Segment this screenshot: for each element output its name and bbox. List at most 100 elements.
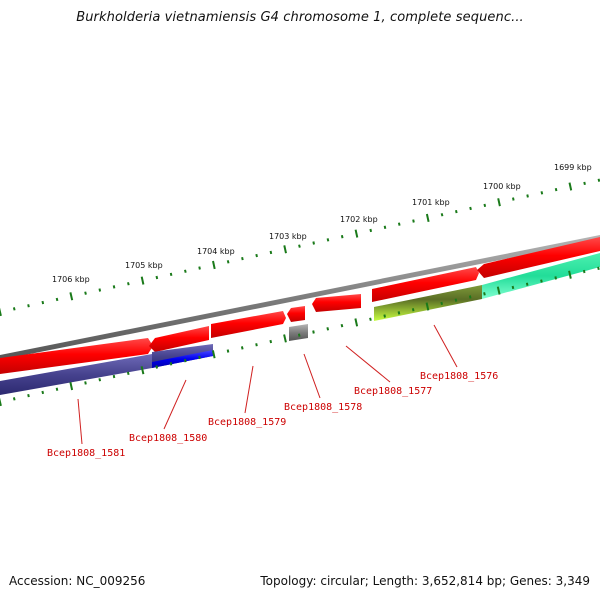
gene-bcep1808-1578-forward[interactable]: [287, 306, 305, 322]
ruler-minor-tick: [112, 285, 116, 289]
lower-tick-track: [0, 266, 600, 407]
lower-track-minor-tick: [98, 378, 102, 382]
ruler-minor-tick: [526, 194, 529, 198]
callout-line-1576: [433, 324, 458, 368]
gene-label-bcep1808-1578[interactable]: Bcep1808_1578: [284, 402, 362, 413]
ruler-major-tick: [283, 245, 287, 254]
gene-labels: Bcep1808_1581 Bcep1808_1580 Bcep1808_157…: [47, 371, 498, 459]
gene-label-bcep1808-1576[interactable]: Bcep1808_1576: [420, 371, 498, 382]
ruler-minor-tick: [241, 256, 244, 261]
ruler-minor-tick: [198, 266, 201, 270]
ruler-label-1706: 1706 kbp: [52, 275, 90, 284]
gene-label-bcep1808-1581[interactable]: Bcep1808_1581: [47, 448, 125, 459]
ruler-minor-tick: [84, 291, 87, 295]
lower-track-minor-tick: [55, 387, 59, 391]
ruler-minor-tick: [383, 225, 387, 229]
ruler-minor-tick: [255, 253, 258, 258]
gene-bcep1808-1576-forward[interactable]: [372, 267, 479, 302]
lower-track-minor-tick: [226, 349, 230, 353]
callout-line-1580: [163, 379, 187, 430]
ruler-label-1700: 1700 kbp: [483, 182, 521, 191]
lower-track-minor-tick: [297, 333, 301, 337]
ruler-major-tick: [497, 198, 501, 207]
ruler-labels: 1706 kbp 1705 kbp 1704 kbp 1703 kbp 1702…: [52, 163, 592, 284]
chromosome-backbone: [0, 235, 600, 360]
reverse-strand: [0, 253, 600, 395]
ruler-minor-tick: [554, 187, 558, 192]
ruler-minor-tick: [41, 300, 45, 305]
lower-track-minor-tick: [312, 330, 315, 334]
lower-track-minor-tick: [383, 314, 386, 318]
ruler-minor-tick: [540, 191, 544, 195]
lower-track-minor-tick: [240, 346, 244, 350]
ruler-label-1699: 1699 kbp: [554, 163, 592, 172]
ruler-minor-tick: [27, 304, 30, 308]
lower-track-minor-tick: [340, 323, 344, 328]
gene-label-bcep1808-1577[interactable]: Bcep1808_1577: [354, 386, 432, 397]
lower-track-minor-tick: [468, 295, 472, 299]
gene-label-bcep1808-1580[interactable]: Bcep1808_1580: [129, 433, 207, 444]
ruler-minor-tick: [269, 250, 273, 255]
ruler-minor-tick: [369, 228, 373, 233]
lower-track-minor-tick: [255, 343, 258, 347]
gene-bcep1808-1579[interactable]: [211, 311, 286, 338]
lower-track-major-tick: [211, 350, 216, 359]
ruler-label-1702: 1702 kbp: [340, 215, 378, 224]
lower-track-minor-tick: [369, 317, 372, 321]
lower-track-minor-tick: [84, 381, 87, 385]
forward-strand: [0, 237, 600, 374]
ruler-minor-tick: [155, 275, 159, 280]
lower-track-minor-tick: [27, 393, 30, 398]
ruler-minor-tick: [455, 209, 458, 214]
ruler-major-tick: [425, 213, 430, 223]
gene-bcep1808-1576-reverse[interactable]: [374, 285, 482, 321]
callout-line-1577: [345, 345, 391, 383]
gene-bcep1808-1578-reverse[interactable]: [289, 324, 308, 341]
gene-bcep1808-1577[interactable]: [312, 294, 361, 312]
ruler-minor-tick: [12, 307, 16, 311]
ruler-minor-tick: [397, 222, 401, 226]
ruler-minor-tick: [226, 260, 230, 264]
gene-next-forward[interactable]: [477, 237, 600, 278]
callout-line-1579: [244, 365, 254, 414]
ruler-label-1701: 1701 kbp: [412, 198, 450, 207]
ruler-minor-tick: [184, 269, 187, 273]
lower-track-minor-tick: [155, 365, 159, 369]
ruler-major-tick: [212, 260, 216, 270]
gene-bcep1808-1581-forward[interactable]: [0, 338, 153, 374]
lower-track-minor-tick: [326, 327, 330, 331]
ruler-major-tick: [140, 276, 145, 285]
ruler-minor-tick: [169, 272, 173, 277]
lower-track-major-tick: [140, 366, 145, 375]
lower-track-minor-tick: [269, 339, 273, 344]
gene-label-bcep1808-1579[interactable]: Bcep1808_1579: [208, 417, 286, 428]
ruler-major-tick: [0, 307, 2, 317]
lower-track-minor-tick: [112, 374, 116, 379]
gene-bcep1808-1581-reverse[interactable]: [0, 354, 152, 395]
lower-track-minor-tick: [12, 397, 16, 401]
lower-track-major-tick: [425, 302, 430, 311]
lower-track-minor-tick: [582, 269, 586, 274]
ruler-minor-tick: [312, 241, 315, 245]
lower-track-major-tick: [69, 381, 74, 391]
ruler-minor-tick: [412, 219, 415, 223]
gene-next-reverse[interactable]: [482, 253, 600, 299]
genome-summary-text: Topology: circular; Length: 3,652,814 bp…: [260, 574, 590, 588]
ruler-minor-tick: [597, 178, 600, 182]
lower-track-major-tick: [0, 397, 2, 407]
ruler-label-1705: 1705 kbp: [125, 261, 163, 270]
lower-track-minor-tick: [198, 355, 201, 360]
lower-track-minor-tick: [597, 266, 600, 271]
lower-track-minor-tick: [554, 276, 557, 280]
lower-track-major-tick: [283, 334, 287, 343]
ruler-minor-tick: [127, 282, 130, 286]
ruler-minor-tick: [326, 238, 330, 242]
ruler-major-tick: [354, 229, 359, 238]
callout-lines: [77, 324, 458, 445]
gene-bcep1808-1580-highlight[interactable]: [152, 350, 213, 368]
lower-track-minor-tick: [440, 301, 443, 306]
callout-line-1578: [303, 353, 321, 399]
ruler-minor-tick: [440, 213, 444, 217]
gene-bcep1808-1580-forward[interactable]: [149, 326, 209, 352]
